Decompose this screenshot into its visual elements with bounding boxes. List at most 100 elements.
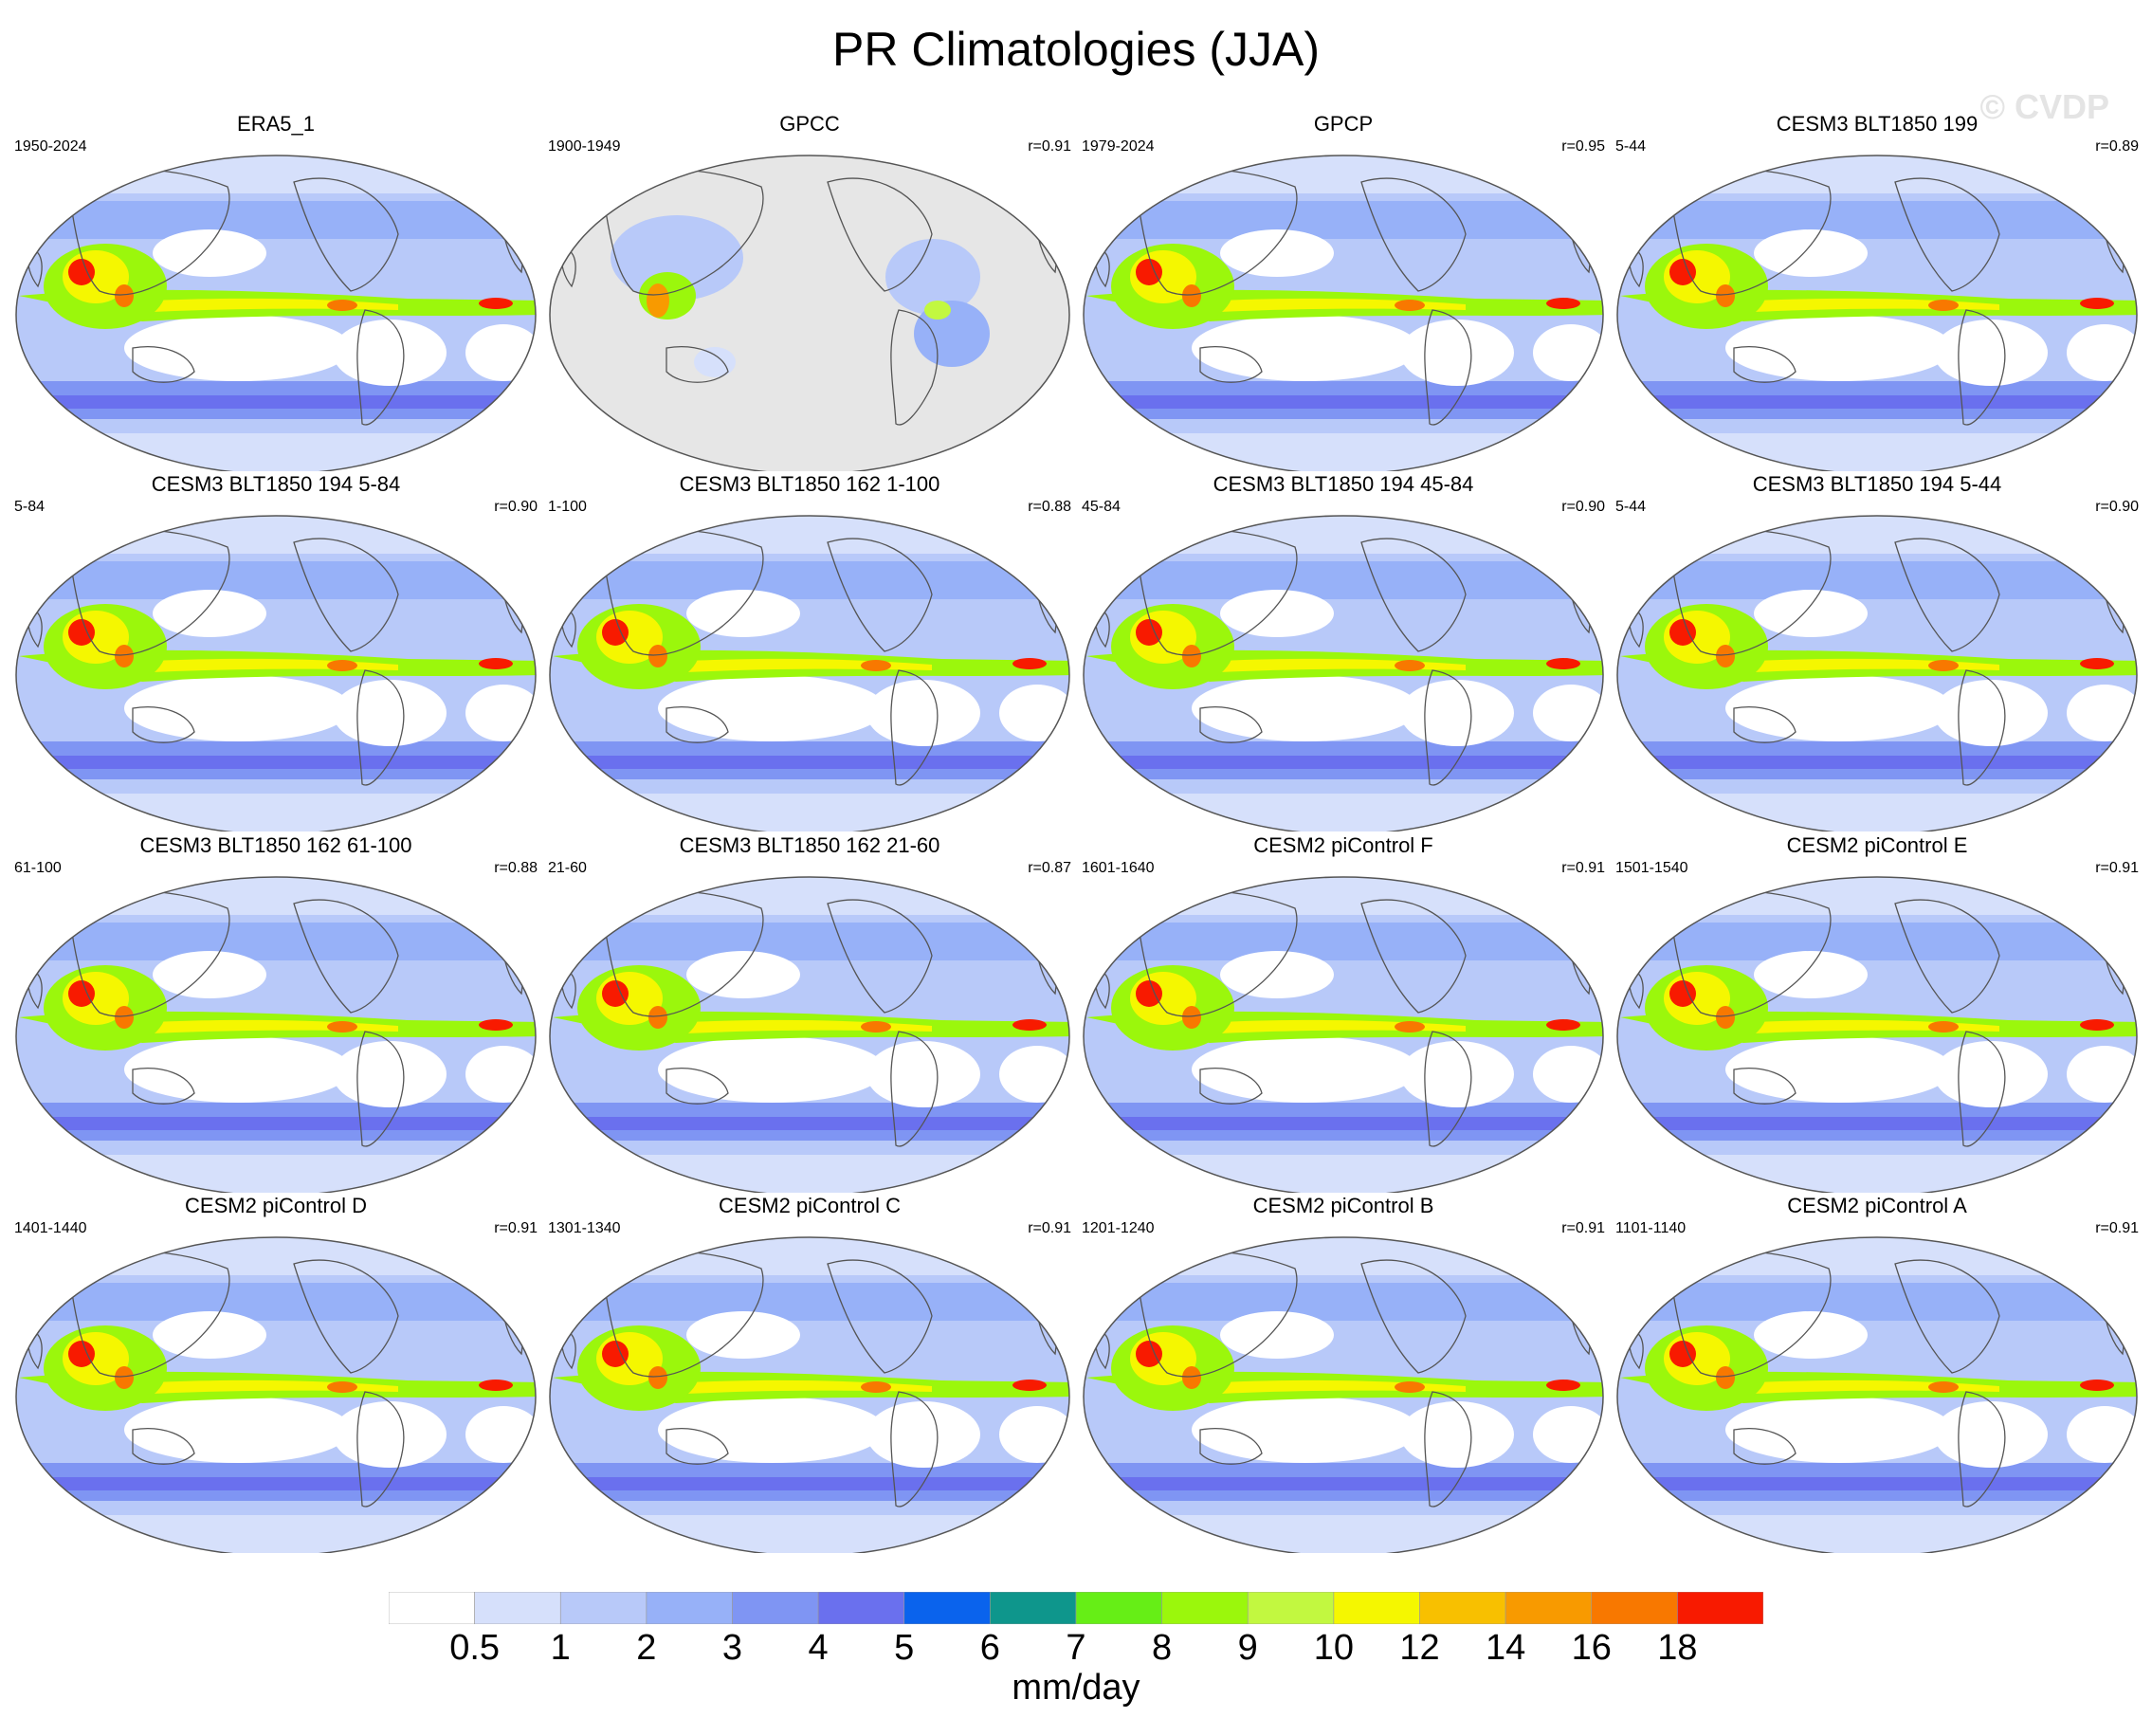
panel-correlation: r=0.91 <box>494 1220 538 1236</box>
monsoon-max <box>68 980 95 1007</box>
map-outline <box>1083 876 1604 1193</box>
coastline-north-america <box>827 1259 933 1374</box>
dry-zone <box>1533 1046 1603 1103</box>
storm-track-core <box>1084 395 1603 409</box>
polar-band <box>550 516 1069 554</box>
map-panel: CESM3 BLT1850 162 21-60 21-60 r=0.87 <box>543 832 1076 1193</box>
map-svg <box>15 155 537 471</box>
monsoon-max <box>1716 645 1735 667</box>
map-svg <box>15 515 537 831</box>
colorbar-tick-label: 18 <box>1657 1628 1698 1668</box>
polar-band <box>16 433 536 471</box>
panel-years: 5-44 <box>1615 499 1647 515</box>
dry-zone <box>153 1311 266 1359</box>
coastline-north-america <box>1360 177 1467 292</box>
map-svg <box>1083 515 1604 831</box>
storm-track-north <box>1617 561 2137 599</box>
dry-zone <box>866 1401 980 1468</box>
map-outline <box>1616 515 2138 831</box>
panel-correlation: r=0.91 <box>1561 1220 1605 1236</box>
dry-zone <box>1533 324 1603 381</box>
dry-zone <box>1754 1311 1868 1359</box>
dry-zone <box>2067 685 2137 741</box>
colorbar-tick-label: 9 <box>1237 1628 1258 1668</box>
monsoon-max <box>1716 1006 1735 1029</box>
dry-zone <box>999 1046 1069 1103</box>
coastline-australia <box>1733 346 1796 383</box>
colorbar-tick-label: 16 <box>1571 1628 1612 1668</box>
coastline-north-america <box>827 177 933 292</box>
storm-track-north <box>16 201 536 239</box>
polar-band <box>1084 877 1603 915</box>
polar-band <box>16 1155 536 1193</box>
map-panel: ERA5_1 1950-2024 <box>9 111 542 471</box>
dry-zone <box>1400 1041 1514 1107</box>
map-svg <box>549 876 1070 1193</box>
panel-title: CESM2 piControl F <box>1253 833 1433 857</box>
eastern-pacific-max <box>861 1021 891 1032</box>
monsoon-max <box>1669 619 1696 646</box>
colorbar-tick-label: 8 <box>1152 1628 1173 1668</box>
map-panel: CESM3 BLT1850 194 45-84 45-84 r=0.90 <box>1077 471 1610 831</box>
storm-track-core <box>550 1117 1069 1130</box>
colorbar-tick-label: 14 <box>1485 1628 1526 1668</box>
panel-years: 1900-1949 <box>548 138 621 155</box>
panel-correlation: r=0.89 <box>2095 138 2139 155</box>
dry-zone <box>1192 1036 1419 1103</box>
monsoon-max <box>1669 259 1696 285</box>
storm-track-core <box>1084 756 1603 769</box>
dry-zone <box>124 675 352 741</box>
coastline-north-america <box>1894 177 2000 292</box>
polar-band <box>16 794 536 831</box>
coastline-australia <box>132 706 195 743</box>
colorbar-tick-label: 2 <box>636 1628 657 1668</box>
monsoon-max <box>1182 1366 1201 1389</box>
polar-band <box>1084 794 1603 831</box>
polar-band <box>16 516 536 554</box>
coastline-south-america <box>356 1031 405 1147</box>
eastern-pacific-max <box>1395 1021 1425 1032</box>
monsoon-max <box>602 619 629 646</box>
dry-zone <box>1725 1036 1953 1103</box>
monsoon-max <box>648 645 667 667</box>
storm-track-core <box>1084 1477 1603 1490</box>
map-panel: CESM2 piControl D 1401-1440 r=0.91 <box>9 1193 542 1553</box>
dry-zone <box>1220 229 1334 277</box>
colorbar-units: mm/day <box>1012 1668 1140 1708</box>
dry-zone <box>333 320 447 386</box>
monsoon-max <box>115 284 134 307</box>
dry-zone <box>153 229 266 277</box>
colorbar-swatch <box>1247 1592 1335 1624</box>
monsoon-max <box>648 1006 667 1029</box>
colorbar-swatch <box>1075 1592 1162 1624</box>
panel-years: 1979-2024 <box>1082 138 1155 155</box>
coastline-australia <box>1733 1068 1796 1105</box>
coastline-australia <box>132 1428 195 1465</box>
polar-band <box>1084 1237 1603 1275</box>
eastern-pacific-max <box>1395 660 1425 671</box>
storm-track-north <box>550 923 1069 960</box>
eastern-pacific-max <box>1928 300 1959 311</box>
panel-years: 1101-1140 <box>1615 1220 1687 1236</box>
polar-band <box>16 1237 536 1275</box>
coastline-south-america <box>890 669 939 786</box>
polar-band <box>1084 1515 1603 1553</box>
coastline-south-america <box>890 1031 939 1147</box>
dry-zone <box>658 1036 885 1103</box>
atlantic-max <box>479 1019 513 1031</box>
storm-track-core <box>1617 1477 2137 1490</box>
polar-band <box>550 877 1069 915</box>
monsoon-max <box>1136 1341 1162 1367</box>
colorbar-tick-label: 4 <box>808 1628 829 1668</box>
map-panel: CESM2 piControl C 1301-1340 r=0.91 <box>543 1193 1076 1553</box>
colorbar-tick-label: 7 <box>1066 1628 1086 1668</box>
dry-zone <box>1533 685 1603 741</box>
land-precip-monsoon-core <box>647 283 669 318</box>
atlantic-max <box>1546 1019 1580 1031</box>
atlantic-max <box>479 1380 513 1391</box>
dry-zone <box>866 1041 980 1107</box>
panel-correlation: r=0.87 <box>1028 860 1071 876</box>
colorbar-tick-label: 1 <box>550 1628 571 1668</box>
panel-correlation: r=0.88 <box>1028 499 1071 515</box>
coastline-north-america <box>827 538 933 652</box>
